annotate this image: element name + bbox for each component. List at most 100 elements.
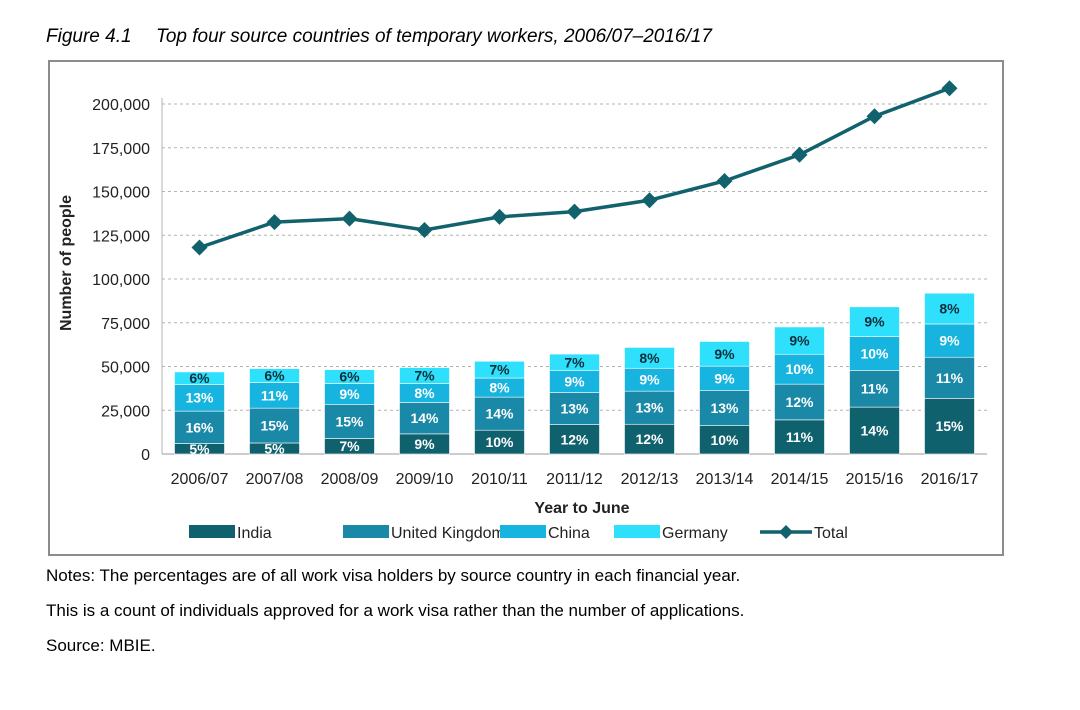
bar-data-label: 6% bbox=[264, 368, 285, 384]
figure-number: Figure 4.1 bbox=[46, 26, 132, 47]
bar-china bbox=[774, 353, 825, 385]
x-tick-label: 2006/07 bbox=[171, 471, 229, 488]
legend-swatch-united-kingdom bbox=[343, 525, 389, 538]
bar-data-label: 12% bbox=[785, 394, 814, 410]
chart-frame: 0 25,000 50,000 75,000 100,000 125,000 150,000… bbox=[48, 60, 1004, 556]
x-tick-label: 2014/15 bbox=[771, 471, 829, 488]
bar-data-label: 7% bbox=[489, 362, 510, 378]
bar-data-label: 13% bbox=[710, 400, 739, 416]
bar-united-kingdom bbox=[774, 383, 825, 421]
bar-data-label: 9% bbox=[714, 346, 735, 362]
legend-label: Total bbox=[814, 525, 848, 542]
y-tick-label: 25,000 bbox=[101, 403, 150, 420]
bar-germany bbox=[174, 371, 225, 385]
x-tick-label: 2008/09 bbox=[321, 471, 379, 488]
bar-germany bbox=[774, 326, 825, 355]
x-axis-title: Year to June bbox=[534, 500, 629, 517]
bar-data-label: 9% bbox=[339, 386, 360, 402]
y-tick-label: 75,000 bbox=[101, 316, 150, 333]
bar-india bbox=[924, 398, 975, 455]
x-tick-label: 2010/11 bbox=[471, 471, 528, 488]
total-point bbox=[491, 208, 508, 225]
legend-total-marker bbox=[779, 525, 793, 539]
bar-china bbox=[249, 382, 300, 409]
bar-data-label: 9% bbox=[789, 333, 810, 349]
total-line bbox=[198, 86, 951, 250]
legend-swatch-germany bbox=[614, 525, 660, 538]
bar-data-label: 14% bbox=[860, 423, 889, 439]
legend-swatch-china bbox=[500, 525, 546, 538]
bar-data-label: 7% bbox=[414, 368, 435, 384]
bar-data-label: 6% bbox=[339, 369, 360, 385]
x-tick-label: 2009/10 bbox=[396, 471, 454, 488]
bar-data-label: 7% bbox=[339, 438, 360, 454]
bar-data-label: 9% bbox=[414, 436, 435, 452]
total-point bbox=[566, 203, 583, 220]
legend-label: India bbox=[237, 525, 272, 542]
total-point bbox=[941, 80, 958, 97]
figure-title: Top four source countries of temporary w… bbox=[156, 26, 712, 47]
bar-data-label: 8% bbox=[639, 350, 660, 366]
y-tick-label: 175,000 bbox=[92, 141, 150, 158]
y-tick-label: 200,000 bbox=[92, 97, 150, 114]
x-tick-label: 2007/08 bbox=[246, 471, 304, 488]
bar-data-label: 8% bbox=[489, 380, 510, 396]
total-point bbox=[266, 214, 283, 231]
bar-germany bbox=[474, 360, 525, 379]
bar-data-label: 12% bbox=[560, 431, 589, 447]
bar-data-label: 14% bbox=[485, 406, 514, 422]
x-tick-label: 2015/16 bbox=[846, 471, 904, 488]
bar-data-label: 6% bbox=[189, 370, 210, 386]
y-tick-label: 0 bbox=[141, 447, 150, 464]
y-tick-label: 50,000 bbox=[101, 360, 150, 377]
bar-data-label: 9% bbox=[939, 333, 960, 349]
bar-data-label: 14% bbox=[410, 410, 439, 426]
stacked-bar-line-chart: 0 25,000 50,000 75,000 100,000 125,000 150,000… bbox=[58, 80, 987, 542]
total-point bbox=[716, 173, 733, 189]
note-percentages: Notes: The percentages are of all work v… bbox=[46, 566, 741, 585]
bar-united-kingdom bbox=[474, 396, 525, 431]
bar-data-label: 12% bbox=[635, 431, 664, 447]
bar-data-label: 10% bbox=[860, 345, 889, 361]
bar-china bbox=[699, 365, 750, 391]
total-point bbox=[641, 192, 658, 209]
bar-india bbox=[849, 406, 900, 455]
figure-caption: Figure 4.1 Top four source countries of t… bbox=[46, 26, 712, 48]
bar-germany bbox=[699, 341, 750, 367]
bar-data-label: 10% bbox=[485, 434, 514, 450]
bar-data-label: 9% bbox=[639, 372, 660, 388]
bar-india bbox=[699, 425, 750, 455]
total-point bbox=[866, 108, 883, 125]
bar-data-label: 15% bbox=[935, 418, 964, 434]
total-point bbox=[791, 146, 808, 163]
legend-swatch-india bbox=[189, 525, 235, 538]
bar-data-label: 9% bbox=[714, 370, 735, 386]
bar-data-label: 10% bbox=[785, 361, 814, 377]
note-count: This is a count of individuals approved … bbox=[46, 601, 745, 620]
bar-data-label: 11% bbox=[786, 429, 814, 445]
bar-united-kingdom bbox=[549, 392, 600, 425]
bar-data-label: 8% bbox=[939, 301, 960, 317]
bar-germany bbox=[324, 369, 375, 384]
bar-data-label: 5% bbox=[189, 441, 210, 457]
total-point bbox=[416, 222, 433, 238]
bar-united-kingdom bbox=[249, 407, 300, 444]
bar-united-kingdom bbox=[849, 370, 900, 408]
bar-data-label: 9% bbox=[564, 374, 585, 390]
bar-data-label: 13% bbox=[635, 400, 664, 416]
legend-label: United Kingdom bbox=[391, 525, 505, 542]
legend-label: China bbox=[548, 525, 590, 542]
bar-data-label: 11% bbox=[861, 381, 889, 397]
bar-data-label: 16% bbox=[185, 419, 214, 435]
x-tick-label: 2012/13 bbox=[621, 471, 679, 488]
bar-germany bbox=[249, 368, 300, 383]
bar-data-label: 13% bbox=[560, 401, 589, 417]
bar-data-label: 9% bbox=[864, 314, 885, 330]
bar-data-label: 11% bbox=[936, 370, 964, 386]
x-tick-label: 2016/17 bbox=[921, 471, 979, 488]
bar-china bbox=[924, 323, 975, 358]
legend-label: Germany bbox=[662, 525, 728, 542]
bar-germany bbox=[549, 353, 600, 372]
x-tick-label: 2011/12 bbox=[546, 471, 603, 488]
bar-data-label: 15% bbox=[260, 418, 289, 434]
